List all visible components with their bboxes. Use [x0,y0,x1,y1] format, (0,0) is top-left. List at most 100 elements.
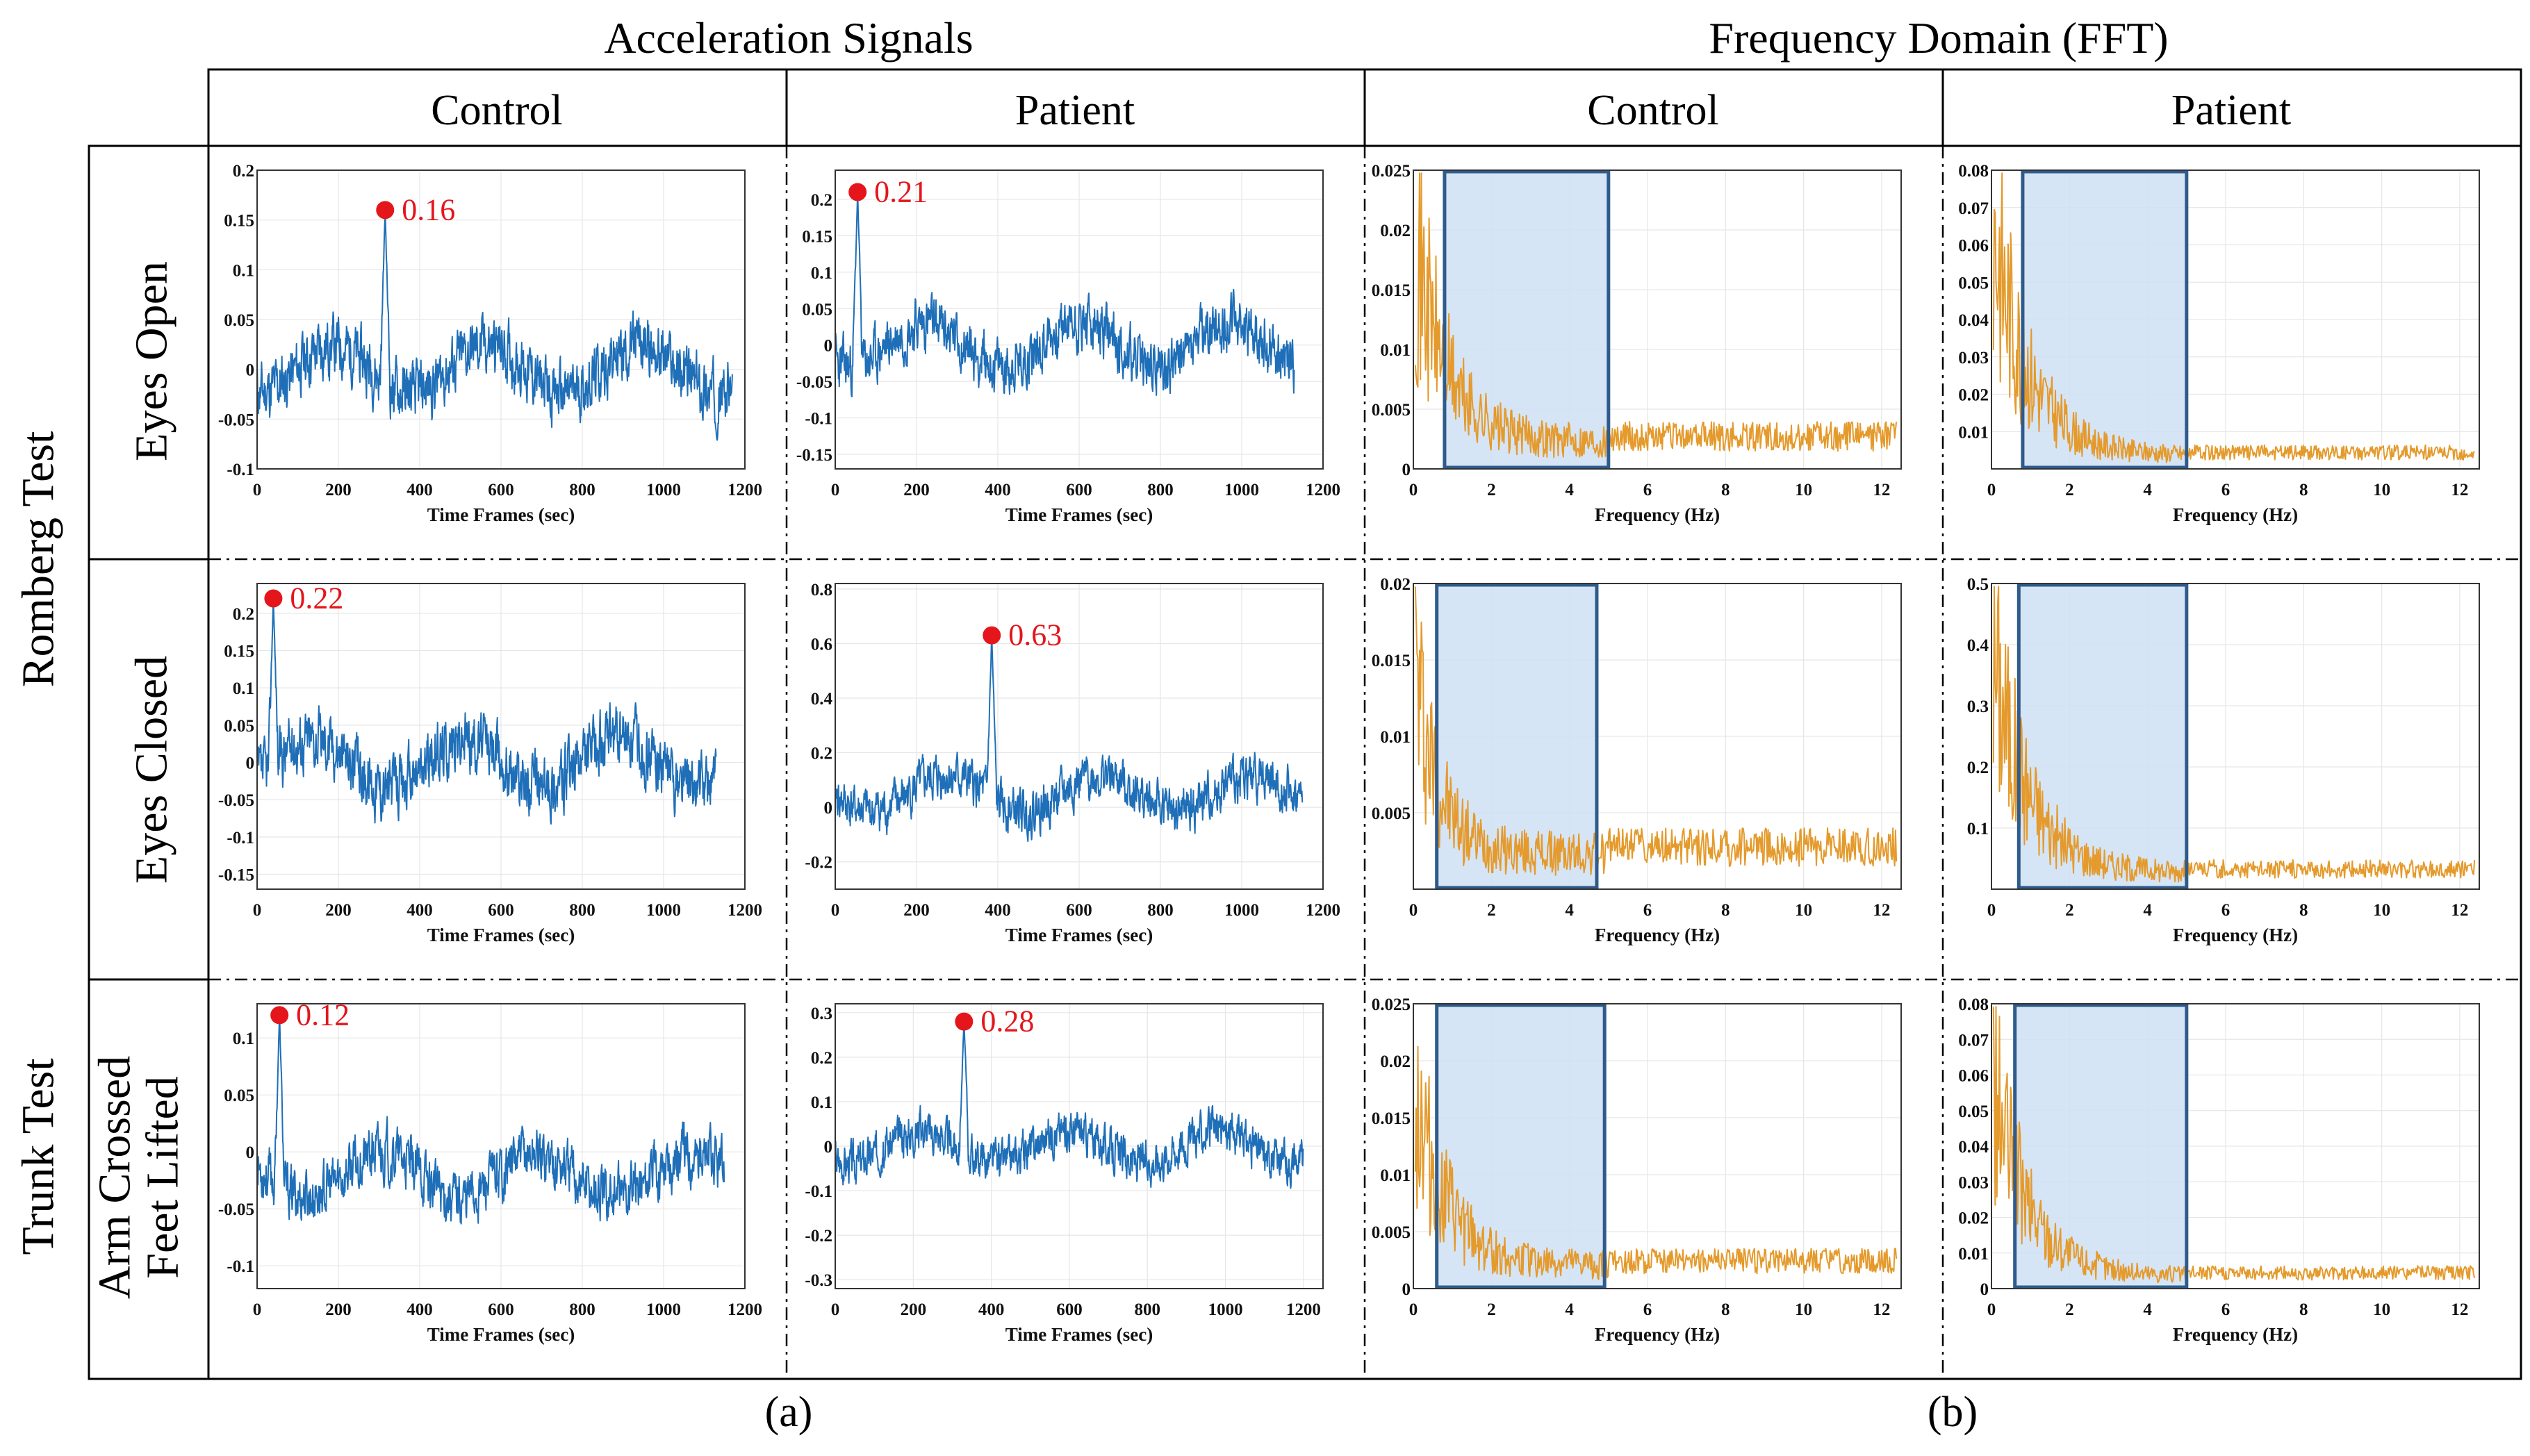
x-tick-label: 200 [903,901,930,920]
peak-marker [376,201,395,220]
highlight-band [2019,585,2187,888]
y-tick-label: 0 [824,337,833,356]
x-tick-label: 12 [2451,481,2468,499]
y-tick-label: 0.1 [811,1093,832,1112]
highlight-box-outline [1435,583,1599,890]
x-axis-label: Time Frames (sec) [1005,925,1153,945]
x-tick-label: 12 [1873,481,1890,499]
x-tick-label: 0 [1409,901,1418,920]
highlight-box-outline [2021,169,2189,470]
x-tick-label: 1200 [1286,1300,1321,1319]
y-tick-label: 0.02 [1380,575,1411,594]
axes-frame [1991,169,2480,470]
y-tick-label: 0.1 [811,264,832,283]
y-tick-label: 0.025 [1372,995,1411,1014]
x-tick-label: 600 [488,1300,514,1319]
x-tick-label: 8 [1721,481,1730,499]
body-frame [88,144,2522,1380]
x-axis-label: Frequency (Hz) [2173,504,2298,525]
x-tick-label: 1000 [1208,1300,1243,1319]
x-tick-label: 10 [1795,1300,1812,1319]
y-tick-label: 0 [246,1143,255,1162]
y-tick-label: 0.1 [233,1029,254,1048]
x-tick-label: 200 [325,481,352,499]
x-tick-label: 6 [2221,481,2231,499]
x-tick-label: 400 [406,901,433,920]
y-tick-label: 0.2 [233,162,254,181]
x-tick-label: 800 [569,481,595,499]
chart-acc_eo_patient: 0 200 400 600 800 1000 1200 -0.15 -0.1 -0.05 0 0.05… [796,169,1340,525]
y-tick-label: 0.08 [1958,162,1989,181]
x-tick-label: 10 [1795,481,1812,499]
chart-fft_tt_control: 0 2 4 6 8 10 12 0 0.005 0.01 0.015 0.02 0.025 Frequen… [1372,995,1902,1345]
series-line-fft [1414,172,1898,458]
y-tick-label: -0.05 [218,411,254,429]
x-tick-label: 0 [1987,1300,1996,1319]
y-tick-label: 0.07 [1958,199,1989,218]
series-line-acceleration [835,634,1304,843]
y-tick-label: 0.005 [1372,401,1411,420]
y-tick-label: -0.1 [227,461,254,479]
x-tick-label: 0 [253,1300,262,1319]
y-tick-label: -0.1 [227,829,254,847]
peak-value-label: 0.63 [1008,618,1062,652]
x-axis-label: Frequency (Hz) [1595,504,1720,525]
x-axis-label: Time Frames (sec) [427,925,575,945]
x-tick-label: 4 [1565,901,1574,920]
axes-frame [1991,1003,2480,1289]
y-tick-label: -0.2 [805,1227,832,1246]
x-tick-label: 0 [1987,901,1996,920]
y-tick-label: 0.04 [1958,311,1989,330]
y-tick-label: 0.05 [1958,274,1989,292]
x-tick-label: 600 [1066,481,1092,499]
y-tick-label: 0.015 [1372,1109,1411,1128]
col-header-control-fft: Control [1587,87,1719,134]
x-tick-label: 0 [1409,1300,1418,1319]
x-tick-label: 4 [2143,481,2152,499]
peak-marker [955,1012,974,1031]
y-tick-label: 0.1 [1967,820,1989,838]
x-tick-label: 0 [253,901,262,920]
y-tick-label: 0.8 [811,581,832,599]
y-tick-label: -0.05 [218,791,254,810]
x-axis-label: Frequency (Hz) [2173,925,2298,945]
y-tick-label: 0.15 [802,227,832,246]
x-tick-label: 0 [831,901,840,920]
axes-frame [256,1003,746,1289]
axes-frame [1413,169,1902,470]
highlight-band [2014,1005,2187,1287]
y-tick-label: 0 [824,799,833,818]
y-tick-label: 0.015 [1372,652,1411,670]
chart-fft_tt_patient: 0 2 4 6 8 10 12 0 0.01 0.02 0.03 0.04 0.05 0.06 0.07 0.… [1958,995,2480,1345]
x-tick-label: 1000 [646,481,681,499]
x-tick-label: 12 [1873,1300,1890,1319]
y-tick-label: 0 [246,754,255,773]
x-axis-label: Time Frames (sec) [427,504,575,525]
x-tick-label: 2 [2065,1300,2074,1319]
highlight-box-outline [2013,1003,2189,1289]
x-tick-label: 600 [1056,1300,1083,1319]
chart-fft_ec_control: 0 2 4 6 8 10 12 0.005 0.01 0.015 0.02 Frequency (Hz… [1372,575,1902,945]
x-tick-label: 6 [2221,901,2231,920]
series-line-fft [1992,1006,2476,1284]
acceleration-signals-header: Acceleration Signals [604,13,974,63]
chart-fft_eo_control: 0 2 4 6 8 10 12 0 0.005 0.01 0.015 0.02 0.025 Frequen… [1372,162,1902,525]
y-tick-label: 0.015 [1372,281,1411,300]
y-tick-label: -0.15 [218,866,254,885]
x-tick-label: 6 [1643,1300,1652,1319]
y-tick-label: 0.06 [1958,1067,1989,1086]
y-tick-label: 0 [1980,1280,1989,1299]
y-tick-label: -0.05 [218,1200,254,1219]
y-tick-label: 0.2 [1967,759,1989,777]
chart-fft_ec_patient: 0 2 4 6 8 10 12 0.1 0.2 0.3 0.4 0.5 Frequency (Hz) [1967,575,2480,945]
series-line-acceleration [256,597,717,825]
y-tick-label: 0.05 [802,300,832,319]
series-line-acceleration [256,209,733,441]
highlight-band [1436,1005,1605,1287]
peak-marker [848,183,867,201]
y-tick-label: 0.05 [224,311,254,330]
y-tick-label: 0.6 [811,635,832,654]
x-tick-label: 1000 [646,1300,681,1319]
x-tick-label: 1200 [1306,481,1340,499]
